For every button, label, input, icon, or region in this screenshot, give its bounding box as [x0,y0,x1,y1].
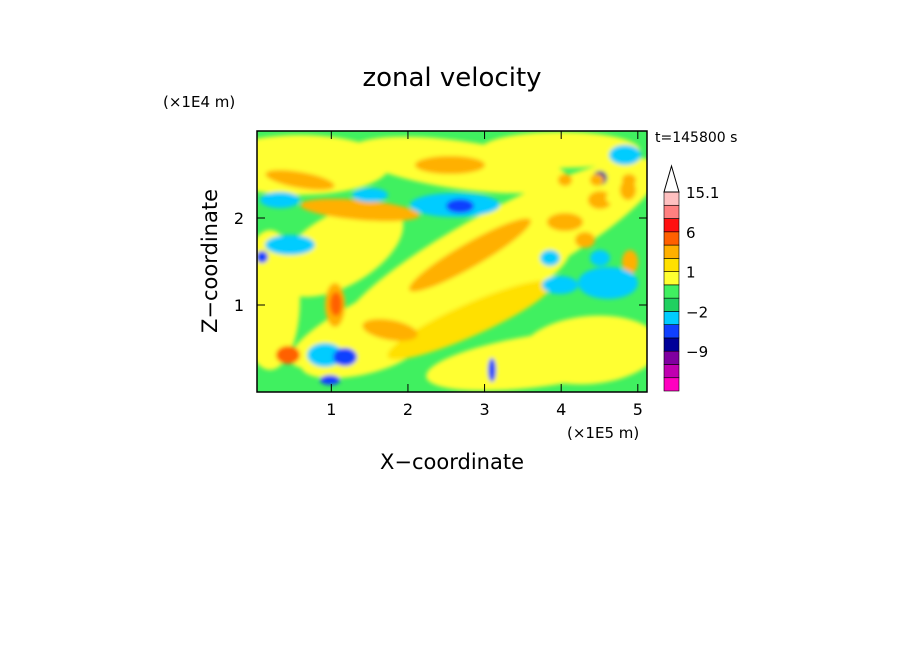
x-axis: 1 2 3 4 5 [326,131,643,419]
velocity-maximum [330,292,342,316]
contour-region [257,230,300,370]
x-unit-label: (×1E5 m) [567,424,639,442]
chart-title: zonal velocity [362,63,541,93]
contour-region [520,315,647,385]
contour-region [590,250,610,266]
velocity-field [257,132,647,391]
contour-region [276,203,404,297]
time-label: t=145800 s [655,130,737,146]
colorbar-overflow-arrow [663,164,680,193]
colorbar-segment [663,271,680,286]
x-tick-label: 2 [403,400,413,419]
colorbar-label: −9 [686,343,708,361]
contour-region [409,218,531,292]
contour-region [578,267,638,299]
contour-region [606,192,620,204]
contour-region [362,319,418,341]
contour-region [609,145,641,165]
contour-region [307,343,343,367]
contour-region [588,191,612,209]
colorbar-segment [663,231,680,246]
y-tick-label: 1 [234,296,244,315]
y-axis-label: Z−coordinate [198,189,222,333]
plot-frame [256,130,648,393]
contour-region [480,132,640,168]
x-axis-label: X−coordinate [380,450,524,474]
colorbar-segment [663,324,680,339]
contour-region [257,251,268,263]
velocity-maximum [276,346,300,364]
contour-region [540,250,560,266]
contour-region [260,192,300,208]
contour-region [446,199,474,213]
x-tick-label: 5 [633,400,643,419]
contour-region [542,276,578,294]
x-tick-label: 1 [326,400,336,419]
contour-region [301,331,419,379]
contour-region [352,188,388,202]
contour-region [320,375,340,385]
x-tick-label: 4 [556,400,566,419]
y-axis: 12 [234,209,647,315]
contour-region [415,156,485,174]
contour-region [558,174,572,186]
colorbar: 15.1 6 1 −2 −9 [663,164,719,392]
colorbar-segment [663,191,680,206]
contour-region [488,358,496,382]
contour-region [590,174,604,186]
colorbar-segment [663,377,680,392]
contour-region [387,280,553,360]
y-tick-label: 2 [234,209,244,228]
contour-region [622,174,636,186]
y-unit-label: (×1E4 m) [163,93,235,111]
colorbar-segment [663,244,680,259]
contour-region [547,213,583,231]
colorbar-segment [663,364,680,379]
colorbar-segment [663,258,680,272]
colorbar-label: −2 [686,303,708,321]
colorbar-segment [663,297,680,312]
contour-region [333,348,357,366]
colorbar-segment [663,337,680,352]
contour-region [265,170,335,190]
colorbar-segment [663,284,680,299]
contour-region [300,198,420,222]
colorbar-segment [663,204,680,219]
contour-region [622,250,638,274]
contour-region [265,235,315,255]
contour-region [575,232,595,248]
colorbar-segment [663,350,680,365]
contour-region [574,192,588,204]
colorbar-label: 6 [686,224,696,242]
colorbar-segment [663,311,680,325]
colorbar-label: 15.1 [686,184,719,202]
colorbar-label: 1 [686,264,696,282]
x-tick-label: 3 [479,400,489,419]
colorbar-segment [663,218,680,233]
